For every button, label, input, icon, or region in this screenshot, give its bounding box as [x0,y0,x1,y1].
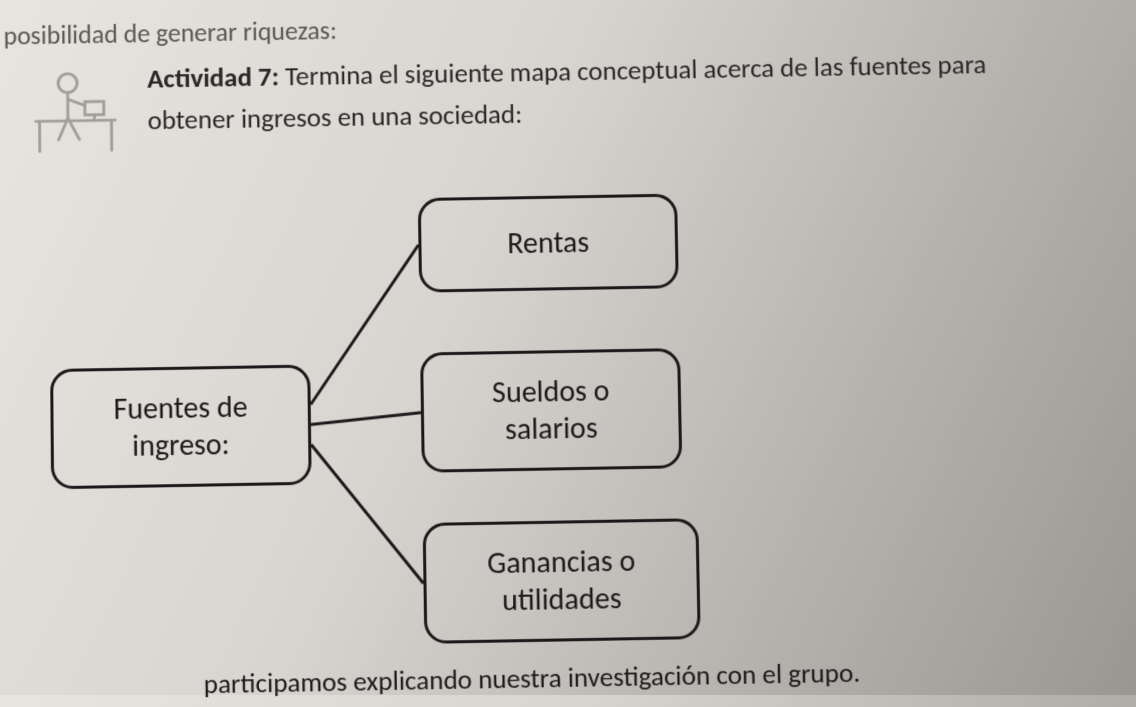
activity-block: Actividad 7: Termina el siguiente mapa c… [147,43,1084,142]
node-child-0: Rentas [418,194,679,293]
connector-2 [311,443,423,586]
node-root: Fuentes deingreso: [50,364,312,489]
connector-0 [309,245,421,405]
person-at-desk-icon [30,65,125,161]
activity-text-1: Termina el siguiente mapa conceptual ace… [279,48,987,93]
top-fragment-text: posibilidad de generar riquezas: [3,14,337,51]
node-child-2: Ganancias outilidades [423,518,701,644]
connector-1 [311,413,421,425]
activity-title: Actividad 7: [147,61,279,96]
concept-map: Fuentes deingreso: Rentas Sueldos osalario… [29,166,837,671]
node-child-1: Sueldos osalarios [420,348,682,473]
